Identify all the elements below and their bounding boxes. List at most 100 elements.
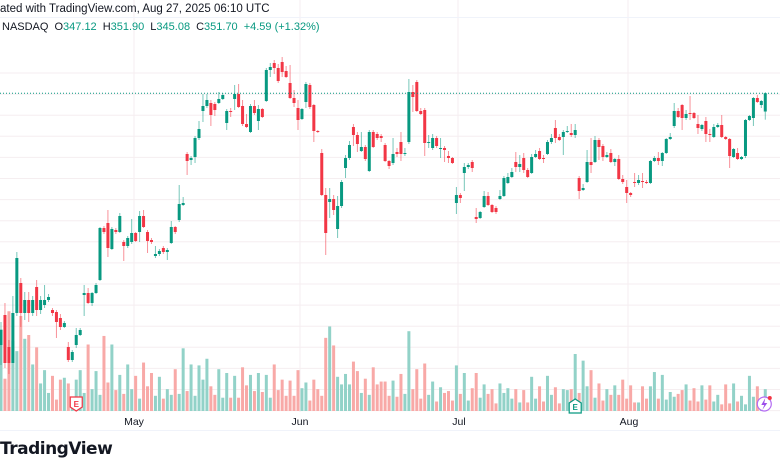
candle-body (304, 84, 308, 102)
candle (482, 191, 486, 208)
volume-bar (110, 344, 114, 411)
candle-body (185, 154, 189, 161)
candle-body (676, 111, 680, 117)
candle (233, 85, 237, 110)
candle-body (502, 178, 506, 196)
candle-body (458, 195, 462, 198)
candle (316, 130, 320, 133)
candle (177, 185, 181, 222)
candle-body (106, 223, 110, 248)
candle-body (672, 111, 676, 126)
candle-body (542, 158, 546, 159)
candle-body (0, 330, 3, 345)
volume-bar (542, 401, 546, 411)
volume-bar (359, 392, 363, 411)
volume-bar (379, 381, 383, 411)
candle-body (617, 159, 621, 179)
volume-bar (652, 372, 656, 411)
candle-body (696, 124, 700, 128)
volume-bar (450, 400, 454, 411)
candle-body (241, 106, 245, 124)
volume-bar (474, 373, 478, 411)
volume-bar (82, 392, 86, 411)
volume-bar (122, 393, 126, 411)
candle-body (58, 318, 62, 327)
candle (296, 100, 300, 130)
candle (82, 285, 86, 316)
volume-bar (431, 381, 435, 411)
candle-body (312, 105, 316, 131)
volume-bar (478, 397, 482, 411)
volume-bar (134, 375, 138, 411)
candle (747, 115, 751, 121)
candle (625, 180, 629, 203)
candle-body (19, 283, 23, 313)
candle (332, 195, 336, 215)
volume-bar (19, 316, 23, 411)
candle-body (494, 208, 498, 212)
candle-body (213, 104, 217, 110)
candle-body (613, 159, 617, 162)
candle (589, 138, 593, 173)
candle-body (221, 95, 225, 99)
candle (280, 57, 284, 77)
candle (637, 175, 641, 185)
earnings-icon-label: E (573, 403, 579, 412)
candle (561, 130, 565, 155)
volume-bar (660, 374, 664, 411)
candle-body (225, 111, 229, 123)
lightning-event-marker[interactable] (756, 396, 772, 412)
volume-bar (161, 398, 165, 411)
candle (300, 108, 304, 120)
volume-bar (439, 387, 443, 411)
candle-body (146, 232, 150, 241)
candle-body (23, 300, 27, 313)
candle-body (597, 140, 601, 147)
earnings-marker-green[interactable]: E (568, 398, 582, 414)
volume-bar (229, 397, 233, 411)
notification-dot-icon (767, 396, 772, 400)
volume-bar (371, 367, 375, 411)
volume-bar (252, 391, 256, 411)
volume-bar (344, 373, 348, 411)
candle-body (648, 161, 652, 183)
candle (534, 150, 538, 158)
volume-bar (39, 383, 43, 411)
candle (478, 211, 482, 219)
candle-body (585, 162, 589, 182)
volume-bar (613, 385, 617, 411)
candle (225, 109, 229, 130)
candle-body (518, 164, 522, 167)
volume-bar (601, 400, 605, 411)
volume-bar (751, 396, 755, 411)
candle-body (272, 63, 276, 68)
candle (446, 151, 450, 163)
earnings-marker-red[interactable]: E (69, 396, 83, 412)
candle (613, 158, 617, 166)
candle (565, 126, 569, 133)
candle-body (292, 98, 296, 103)
candle (593, 136, 597, 163)
candle-body (411, 92, 415, 97)
tradingview-logo: TradingView (0, 439, 113, 459)
candle-body (7, 347, 11, 363)
close-value: C351.70 (196, 21, 238, 33)
candle-body (340, 182, 344, 206)
volume-bar (648, 386, 652, 411)
volume-bar (58, 379, 62, 411)
candle (347, 141, 351, 160)
candle-body (157, 251, 161, 254)
candle (415, 80, 419, 112)
candle (617, 155, 621, 180)
volume-bar (573, 354, 577, 411)
volume-bar (31, 364, 35, 411)
candle (724, 136, 728, 140)
volume-bar (708, 385, 712, 411)
volume-bar (280, 379, 284, 411)
candle-body (130, 233, 134, 242)
volume-bar (534, 398, 538, 411)
volume-bar (672, 396, 676, 411)
volume-bar (593, 397, 597, 411)
